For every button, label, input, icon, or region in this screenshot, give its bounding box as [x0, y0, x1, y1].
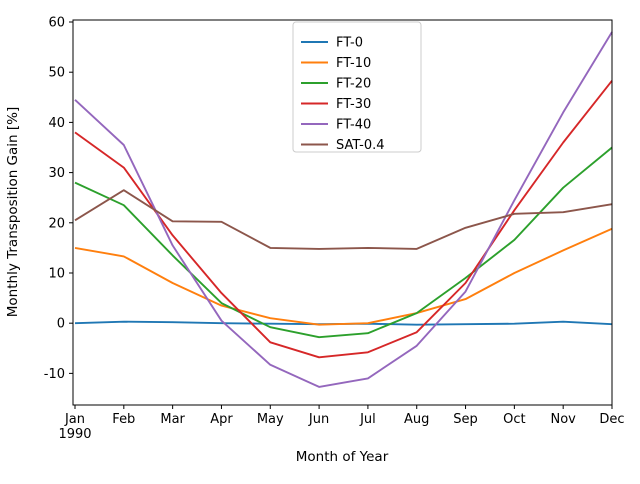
legend-box: [292, 21, 422, 153]
y-tick-label: 60: [48, 16, 65, 31]
x-tick-label: Oct: [503, 412, 525, 427]
series-line-FT-40: [74, 31, 613, 388]
legend-label-FT-30: FT-30: [336, 97, 371, 112]
x-tick-label: Jan: [64, 412, 85, 427]
series-line-FT-10: [74, 227, 613, 326]
y-tick-label: 30: [48, 166, 65, 181]
y-tick-label: 20: [48, 216, 65, 231]
y-axis-label: Monthly Transposition Gain [%]: [5, 107, 21, 317]
legend-label-FT-20: FT-20: [336, 77, 371, 92]
x-tick-label: Sep: [453, 412, 478, 427]
x-tick-label: Dec: [599, 412, 624, 427]
legend-label-SAT-0.4: SAT-0.4: [336, 138, 385, 153]
y-tick-label: -10: [44, 367, 65, 382]
y-tick-label: 50: [48, 66, 65, 81]
x-tick-label: Jul: [359, 412, 376, 427]
series-line-FT-30: [74, 80, 613, 359]
y-tick-label: 10: [48, 266, 65, 281]
y-tick-label: 40: [48, 116, 65, 131]
legend-label-FT-0: FT-0: [336, 36, 363, 51]
plot-border: [72, 19, 613, 406]
series-line-FT-20: [74, 146, 613, 339]
x-tick-label: May: [257, 412, 284, 427]
x-tick-label: Jun: [308, 412, 329, 427]
x-tick-label: Apr: [210, 412, 233, 427]
x-tick-label: Mar: [160, 412, 185, 427]
y-tick-label: 0: [57, 317, 65, 332]
x-tick-label: Aug: [404, 412, 429, 427]
legend-label-FT-10: FT-10: [336, 56, 371, 71]
series-line-SAT-0.4: [74, 189, 613, 250]
x-tick-label: Feb: [112, 412, 135, 427]
x-axis-label: Month of Year: [296, 449, 389, 465]
legend-label-FT-40: FT-40: [336, 118, 371, 133]
x-tick-sublabel: 1990: [58, 427, 91, 442]
x-tick-label: Nov: [550, 412, 576, 427]
